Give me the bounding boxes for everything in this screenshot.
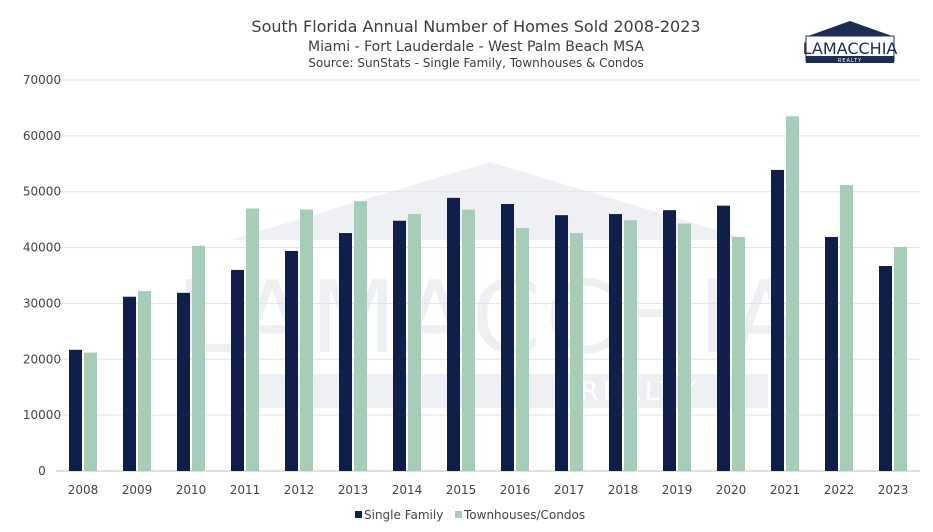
bar-townhouses-condos	[516, 228, 529, 471]
brand-logo-text: LAMACCHIA	[803, 39, 898, 58]
x-tick-label: 2020	[716, 483, 747, 497]
bar-single-family	[339, 233, 352, 471]
x-tick-label: 2008	[68, 483, 99, 497]
bar-townhouses-condos	[300, 209, 313, 472]
bar-townhouses-condos	[192, 245, 205, 471]
bar-townhouses-condos	[624, 220, 637, 471]
x-tick-label: 2013	[338, 483, 369, 497]
bar-townhouses-condos	[462, 209, 475, 472]
bar-single-family	[663, 210, 676, 471]
chart-source: Source: SunStats - Single Family, Townho…	[308, 56, 643, 70]
bar-single-family	[609, 214, 622, 472]
y-tick-label: 0	[38, 464, 46, 478]
x-tick-label: 2023	[878, 483, 909, 497]
bar-townhouses-condos	[840, 185, 853, 472]
bar-townhouses-condos	[246, 208, 259, 471]
bar-single-family	[231, 269, 244, 471]
bar-townhouses-condos	[354, 201, 367, 471]
y-tick-label: 50000	[23, 185, 61, 199]
x-tick-label: 2016	[500, 483, 531, 497]
bar-single-family	[447, 197, 460, 471]
x-tick-label: 2018	[608, 483, 639, 497]
bar-single-family	[69, 349, 82, 471]
bar-single-family	[825, 236, 838, 471]
chart-subtitle: Miami - Fort Lauderdale - West Palm Beac…	[308, 39, 644, 55]
x-tick-label: 2022	[824, 483, 855, 497]
bar-townhouses-condos	[84, 352, 97, 471]
bar-townhouses-condos	[786, 116, 799, 472]
x-axis: 2008 2009 2010 2011 2012 2013 2014 2015 2016 2017…	[68, 483, 909, 497]
y-tick-label: 30000	[23, 296, 61, 310]
bar-single-family	[393, 220, 406, 471]
bar-townhouses-condos	[138, 291, 151, 471]
x-tick-label: 2015	[446, 483, 477, 497]
bar-single-family	[123, 296, 136, 471]
bar-townhouses-condos	[570, 233, 583, 471]
legend-swatch	[455, 511, 462, 518]
bar-single-family	[879, 266, 892, 471]
bar-single-family	[285, 250, 298, 471]
y-tick-label: 70000	[23, 73, 61, 87]
x-tick-label: 2021	[770, 483, 801, 497]
legend-label-single-family: Single Family	[364, 508, 443, 522]
x-tick-label: 2019	[662, 483, 693, 497]
bar-townhouses-condos	[408, 214, 421, 472]
bar-single-family	[771, 169, 784, 471]
legend-label-townhouses-condos: Townhouses/Condos	[463, 508, 585, 522]
bars	[69, 116, 907, 472]
x-tick-label: 2009	[122, 483, 153, 497]
y-axis: 0 10000 20000 30000 40000 50000 60000 70000	[23, 73, 61, 478]
y-tick-label: 60000	[23, 129, 61, 143]
x-tick-label: 2011	[230, 483, 261, 497]
y-tick-label: 20000	[23, 352, 61, 366]
bar-townhouses-condos	[732, 236, 745, 471]
x-tick-label: 2012	[284, 483, 315, 497]
chart-title: South Florida Annual Number of Homes Sol…	[251, 17, 700, 36]
bar-single-family	[717, 205, 730, 471]
watermark-logo: LAMACCHIA REALTY	[176, 162, 804, 408]
legend: Single Family Townhouses/Condos	[355, 508, 585, 522]
watermark-tagline-text: REALTY	[581, 377, 700, 407]
bar-townhouses-condos	[894, 247, 907, 471]
brand-logo: LAMACCHIA REALTY	[803, 21, 898, 64]
legend-swatch	[355, 511, 362, 518]
x-tick-label: 2010	[176, 483, 207, 497]
bar-single-family	[177, 292, 190, 471]
y-tick-label: 10000	[23, 408, 61, 422]
bar-townhouses-condos	[678, 223, 691, 471]
watermark-logo-text: LAMACCHIA	[176, 259, 804, 376]
bar-single-family	[501, 204, 514, 471]
x-tick-label: 2014	[392, 483, 423, 497]
x-tick-label: 2017	[554, 483, 585, 497]
brand-logo-tagline: REALTY	[838, 58, 862, 64]
bar-single-family	[555, 215, 568, 471]
y-tick-label: 40000	[23, 241, 61, 255]
